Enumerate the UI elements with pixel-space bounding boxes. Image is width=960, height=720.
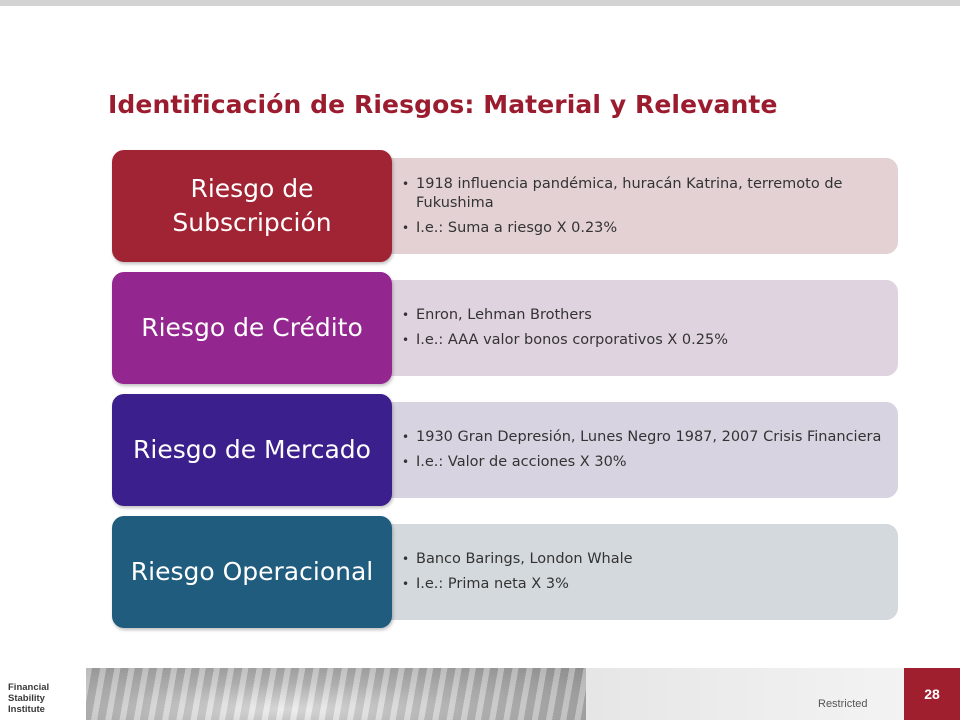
footer-photo-fade — [586, 668, 904, 720]
risk-label-box: Riesgo de Subscripción — [112, 150, 392, 262]
bullet-item: 1930 Gran Depresión, Lunes Negro 1987, 2… — [402, 428, 892, 447]
risk-label: Riesgo de Subscripción — [172, 174, 332, 237]
risk-detail-panel — [382, 280, 898, 376]
bullet-item: I.e.: Valor de acciones X 30% — [402, 453, 892, 472]
bullet-item: Enron, Lehman Brothers — [402, 306, 892, 325]
risk-row-credit: Enron, Lehman Brothers I.e.: AAA valor b… — [112, 272, 898, 386]
slide-title: Identificación de Riesgos: Material y Re… — [108, 90, 778, 119]
risk-detail-panel — [382, 402, 898, 498]
risk-label-box: Riesgo de Mercado — [112, 394, 392, 506]
risk-row-subscription: 1918 influencia pandémica, huracán Katri… — [112, 150, 898, 264]
risk-label-box: Riesgo de Crédito — [112, 272, 392, 384]
footer-photo — [86, 668, 586, 720]
risk-bullets: 1930 Gran Depresión, Lunes Negro 1987, 2… — [402, 402, 892, 498]
risk-bullets: 1918 influencia pandémica, huracán Katri… — [402, 158, 892, 254]
bullet-item: 1918 influencia pandémica, huracán Katri… — [402, 175, 892, 213]
risk-label: Riesgo Operacional — [130, 557, 374, 587]
top-bar — [0, 0, 960, 6]
page-number: 28 — [904, 668, 960, 720]
risk-label: Riesgo de Crédito — [141, 313, 363, 343]
bullet-item: I.e.: AAA valor bonos corporativos X 0.2… — [402, 331, 892, 350]
risk-bullets: Enron, Lehman Brothers I.e.: AAA valor b… — [402, 280, 892, 376]
footer: Financial Stability Institute Restricted… — [0, 668, 960, 720]
risk-label: Riesgo de Mercado — [133, 435, 371, 465]
classification-label: Restricted — [818, 698, 868, 710]
fsi-logo: Financial Stability Institute — [8, 682, 50, 715]
risk-bullets: Banco Barings, London Whale I.e.: Prima … — [402, 524, 892, 620]
bullet-item: Banco Barings, London Whale — [402, 550, 892, 569]
bullet-item: I.e.: Prima neta X 3% — [402, 575, 892, 594]
risk-detail-panel — [382, 524, 898, 620]
risk-row-operational: Banco Barings, London Whale I.e.: Prima … — [112, 516, 898, 630]
risk-row-market: 1930 Gran Depresión, Lunes Negro 1987, 2… — [112, 394, 898, 508]
risk-label-box: Riesgo Operacional — [112, 516, 392, 628]
bullet-item: I.e.: Suma a riesgo X 0.23% — [402, 219, 892, 238]
